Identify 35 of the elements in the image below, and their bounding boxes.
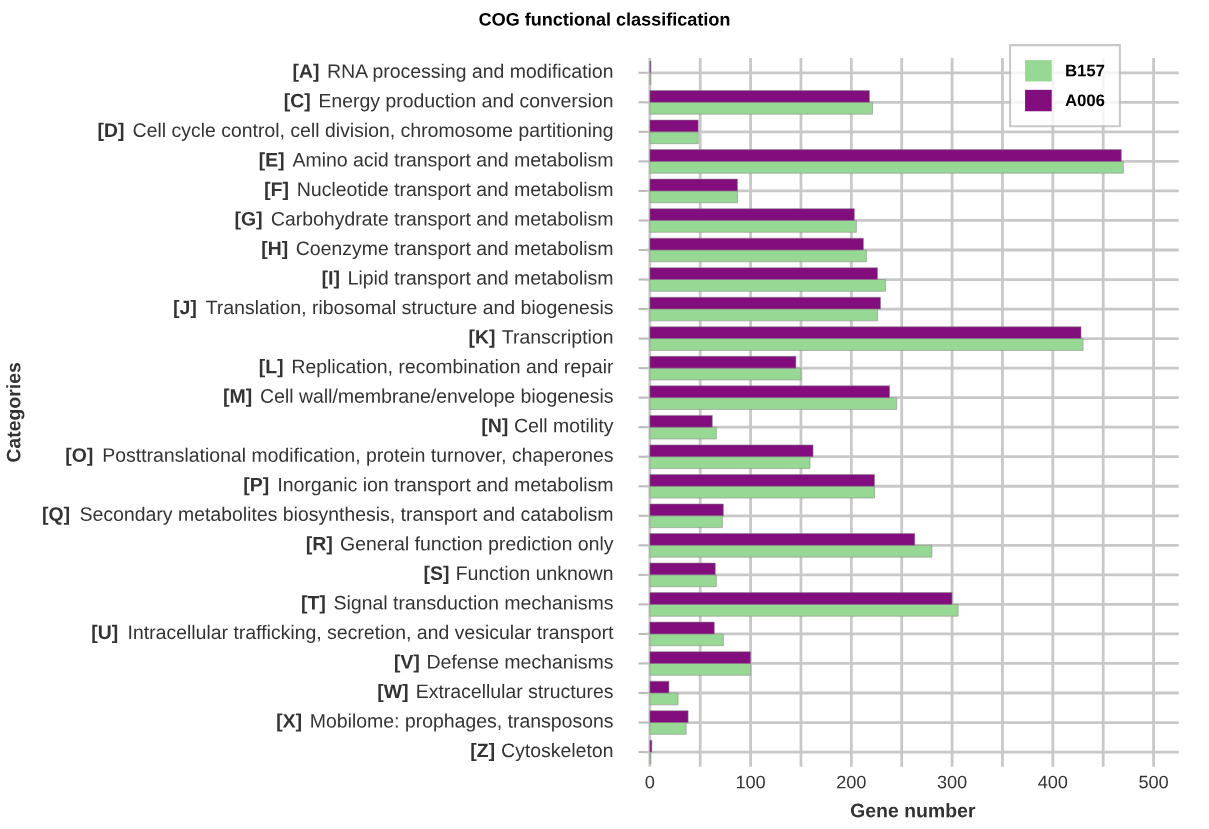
y-tick-label: [S] Function unknown (424, 565, 613, 584)
y-tick-label: [U] Intracellular trafficking, secretion, and vesicular transport (92, 624, 614, 643)
x-tick-label: 300 (937, 775, 967, 789)
y-tick-label: [V] Defense mechanisms (395, 654, 613, 673)
x-tick-label: 500 (1139, 775, 1168, 789)
y-tick-label: [W] Extracellular structures (378, 683, 613, 703)
y-tick-label: [F] Nucleotide transport and metabolism (265, 181, 613, 200)
y-tick-label: [Z] Cytoskeleton (471, 743, 613, 762)
y-tick-label: [G] Carbohydrate transport and metabolism (235, 211, 613, 230)
y-tick-label: [Q] Secondary metabolites biosynthesis, transport and catabolism (43, 506, 613, 525)
y-tick-label: [N] Cell motility (482, 418, 614, 437)
x-tick-label: 200 (837, 775, 866, 789)
y-tick-label: [H] Coenzyme transport and metabolism (262, 240, 613, 260)
y-tick-label: [A] RNA processing and modification (293, 63, 613, 82)
y-tick-label: [I] Lipid transport and metabolism (322, 270, 613, 289)
y-tick-label: [K] Transcription (469, 329, 613, 348)
y-tick-label: [O] Posttranslational modification, protein turnover, chaperones (66, 447, 613, 466)
legend-label: B157 (1066, 64, 1105, 77)
x-axis-title: Gene number (850, 803, 976, 818)
x-tick-label: 400 (1038, 775, 1068, 789)
y-tick-label: [C] Energy production and conversion (284, 93, 613, 112)
y-tick-label: [T] Signal transduction mechanisms (302, 595, 613, 614)
y-axis-title: Categories (6, 362, 25, 462)
y-tick-label: [X] Mobilome: prophages, transposons (277, 713, 613, 732)
chart-title: COG functional classification (479, 12, 730, 26)
y-tick-label: [L] Replication, recombination and repair (259, 359, 614, 378)
y-tick-label: [P] Inorganic ion transport and metabolism (244, 477, 613, 496)
legend-label: A006 (1065, 94, 1105, 107)
y-tick-label: [E] Amino acid transport and metabolism (259, 152, 613, 171)
y-tick-label: [D] Cell cycle control, cell division, chromosome partitioning (98, 122, 613, 141)
y-tick-label: [J] Translation, ribosomal structure and biogenesis (174, 300, 613, 319)
y-tick-label: [R] General function prediction only (306, 536, 614, 555)
y-tick-label: [M] Cell wall/membrane/envelope biogenesis (224, 388, 613, 407)
x-tick-label: 0 (645, 775, 655, 789)
x-tick-label: 100 (736, 775, 765, 789)
